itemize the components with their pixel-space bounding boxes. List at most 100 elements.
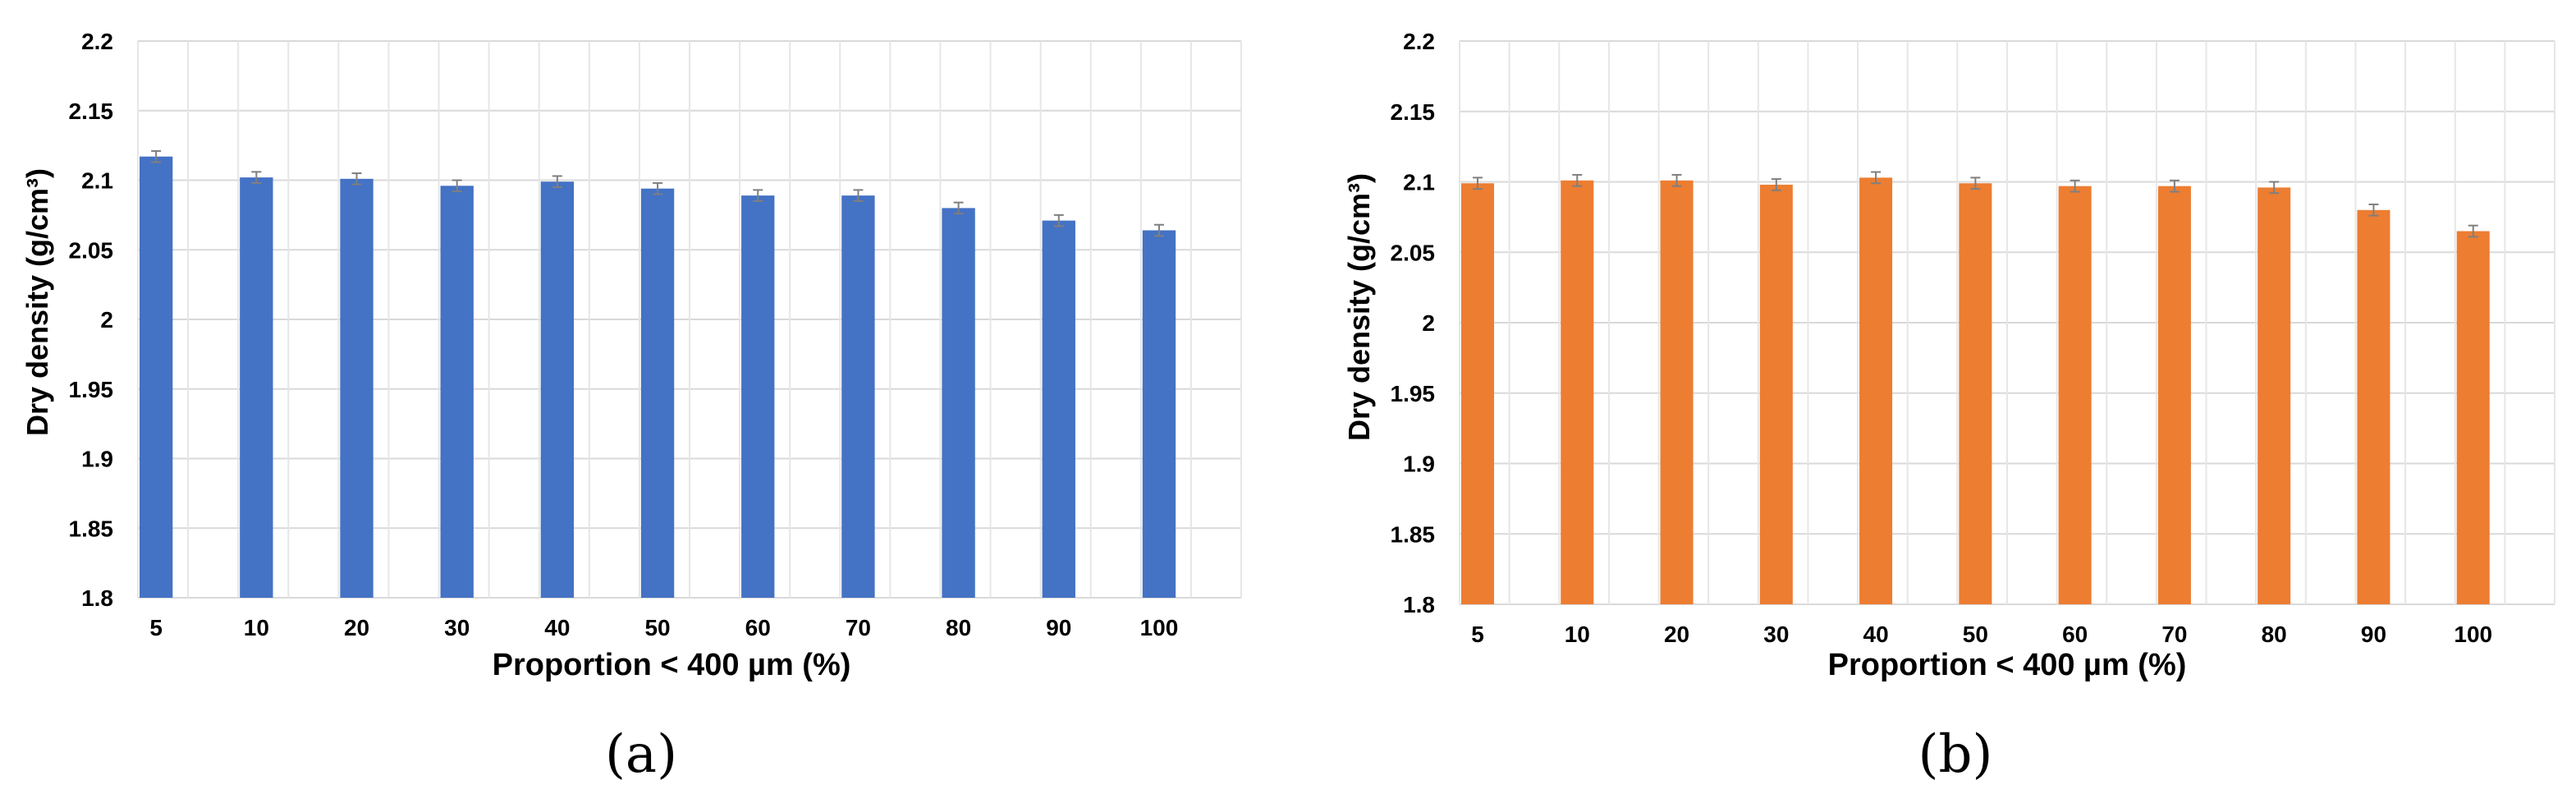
bar-60 (741, 195, 775, 598)
x-tick-label: 40 (1863, 622, 1889, 647)
x-tick-label: 90 (2361, 622, 2386, 647)
x-tick-label: 50 (644, 615, 670, 640)
x-tick-label: 30 (1763, 622, 1789, 647)
error-bar-5 (1473, 177, 1483, 190)
error-bar-70 (2169, 179, 2180, 193)
error-bar-60 (2070, 179, 2080, 193)
x-tick-label: 20 (344, 615, 369, 640)
error-bar-40 (552, 175, 562, 188)
error-bar-90 (1053, 213, 1064, 227)
error-bars-b (1473, 171, 2478, 238)
y-tick-label: 1.85 (69, 516, 114, 541)
bar-70 (841, 195, 875, 598)
x-axis-title-b: Proportion < 400 µm (%) (1828, 648, 2187, 682)
x-tick-label: 70 (846, 615, 871, 640)
x-tick-labels-a: 5 10 20 30 40 50 60 70 80 90 100 (149, 615, 1178, 640)
y-tick-label: 1.95 (1391, 381, 1436, 406)
gridlines-b (1459, 40, 2555, 605)
y-tick-label: 2 (1422, 310, 1435, 336)
y-tick-label: 2.05 (1391, 240, 1436, 265)
y-tick-label: 1.95 (69, 377, 114, 402)
bar-30 (1759, 184, 1793, 604)
bar-5 (1461, 183, 1495, 605)
y-axis-title-a: Dry density (g/cm³) (21, 168, 54, 436)
y-tick-label: 1.85 (1391, 521, 1436, 547)
bar-20 (340, 178, 374, 598)
y-tick-labels-a: 1.8 1.85 1.9 1.95 2 2.05 2.1 2.15 2.2 (69, 29, 114, 611)
bar-5 (140, 156, 173, 598)
x-tick-label: 60 (745, 615, 771, 640)
error-bar-100 (1153, 223, 1164, 237)
error-bar-80 (953, 201, 964, 215)
bar-60 (2058, 186, 2092, 604)
error-bar-80 (2269, 181, 2280, 195)
bars-b (1461, 177, 2490, 605)
bar-40 (540, 181, 575, 598)
bars-a (140, 156, 1176, 599)
bar-40 (1859, 177, 1893, 605)
y-axis-title-b: Dry density (g/cm³) (1342, 173, 1376, 441)
x-tick-label: 90 (1046, 615, 1071, 640)
x-tick-label: 60 (2062, 622, 2088, 647)
x-tick-label: 100 (2454, 622, 2492, 647)
x-tick-label: 70 (2161, 622, 2187, 647)
bar-80 (942, 208, 975, 598)
bar-80 (2257, 187, 2291, 605)
y-tick-label: 1.9 (81, 447, 113, 472)
y-tick-label: 2.2 (1403, 29, 1435, 54)
panel-label-b: (b) (1918, 724, 1993, 785)
error-bar-10 (1572, 173, 1583, 187)
bar-90 (2357, 209, 2390, 605)
bar-100 (2456, 231, 2490, 604)
panel-label-a: (a) (605, 724, 677, 785)
y-tick-label: 2.1 (81, 168, 113, 194)
x-tick-labels-b: 5 10 20 30 40 50 60 70 80 90 100 (1471, 622, 2492, 647)
bar-100 (1142, 230, 1176, 598)
error-bar-90 (2368, 203, 2379, 217)
error-bar-20 (1671, 173, 1682, 187)
x-tick-label: 80 (946, 615, 971, 640)
error-bar-70 (853, 189, 864, 202)
bar-30 (440, 186, 474, 598)
x-axis-title-a: Proportion < 400 µm (%) (493, 648, 851, 682)
gridlines-a (137, 40, 1242, 599)
bar-10 (1561, 180, 1594, 604)
error-bar-50 (1970, 177, 1981, 190)
y-tick-label: 1.8 (1403, 592, 1435, 617)
bar-50 (640, 188, 675, 599)
error-bar-50 (653, 181, 663, 195)
error-bar-40 (1871, 171, 1882, 185)
x-tick-label: 5 (149, 615, 163, 640)
bar-10 (240, 177, 273, 599)
x-tick-label: 100 (1140, 615, 1179, 640)
y-tick-label: 1.8 (81, 585, 113, 611)
error-bar-30 (1771, 178, 1781, 191)
y-tick-label: 2.05 (69, 237, 114, 263)
y-tick-labels-b: 1.8 1.85 1.9 1.95 2 2.05 2.1 2.15 2.2 (1391, 29, 1436, 617)
x-tick-label: 20 (1664, 622, 1689, 647)
error-bar-10 (251, 171, 262, 184)
error-bar-20 (351, 172, 362, 186)
x-tick-label: 30 (444, 615, 470, 640)
bar-20 (1660, 180, 1694, 604)
error-bar-30 (451, 179, 462, 193)
error-bar-5 (151, 149, 162, 163)
error-bars-a (151, 149, 1164, 237)
bar-50 (1959, 183, 1992, 605)
y-tick-label: 2 (100, 307, 113, 333)
x-tick-label: 50 (1963, 622, 1988, 647)
x-tick-label: 10 (244, 615, 269, 640)
bar-70 (2157, 186, 2191, 604)
x-tick-label: 5 (1471, 622, 1484, 647)
error-bar-100 (2468, 224, 2478, 238)
y-tick-label: 1.9 (1403, 452, 1435, 477)
y-tick-label: 2.15 (69, 99, 114, 124)
x-tick-label: 40 (544, 615, 570, 640)
error-bar-60 (753, 189, 763, 202)
y-tick-label: 2.15 (1391, 99, 1436, 125)
bar-90 (1042, 220, 1075, 598)
